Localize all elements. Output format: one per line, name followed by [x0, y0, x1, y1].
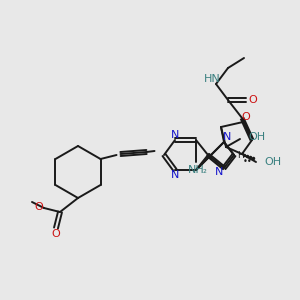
Text: N: N: [223, 132, 231, 142]
Text: H: H: [237, 151, 243, 160]
Text: N: N: [171, 170, 179, 180]
Text: NH: NH: [188, 165, 204, 175]
Text: HN: HN: [204, 74, 220, 84]
Text: OH: OH: [264, 157, 281, 167]
Text: ••: ••: [243, 157, 253, 166]
Text: O: O: [249, 95, 257, 105]
Text: O: O: [34, 202, 43, 212]
Text: N: N: [215, 167, 223, 177]
Text: O: O: [242, 112, 250, 122]
Text: OH: OH: [248, 132, 265, 142]
Text: N: N: [171, 130, 179, 140]
Text: O: O: [52, 229, 60, 239]
Text: ₂: ₂: [203, 165, 207, 175]
